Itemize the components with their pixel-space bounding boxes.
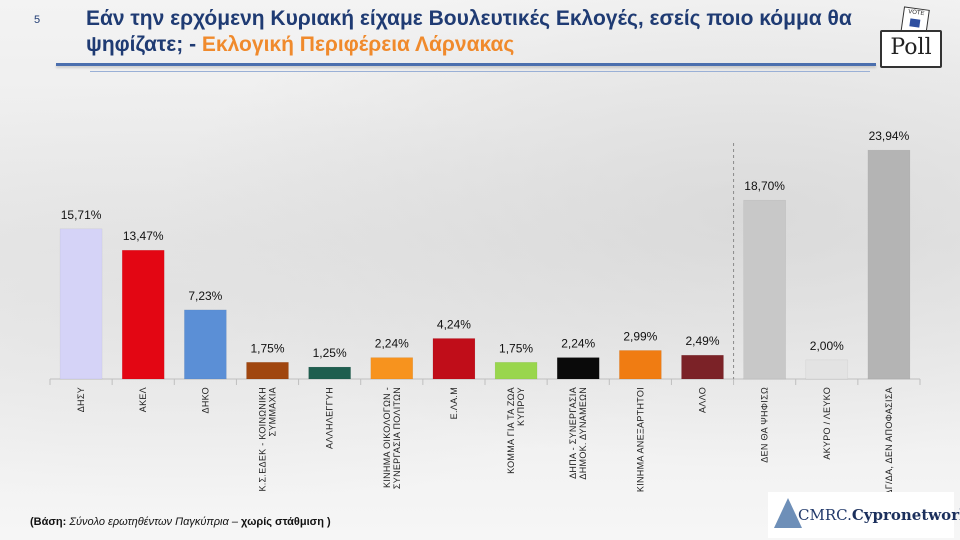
- title-underline: [56, 63, 876, 66]
- category-label: Ε.ΛΑ.Μ: [449, 387, 459, 419]
- title-underline-thin: [90, 71, 870, 72]
- footnote-base: Σύνολο ερωτηθέντων Παγκύπρια –: [69, 516, 238, 528]
- brand-logo: CMRC.Cypronetwork: [768, 492, 960, 538]
- data-label: 15,71%: [61, 208, 102, 222]
- data-label: 18,70%: [744, 179, 785, 193]
- category-label-group: ΑΚΥΡΟ / ΛΕΥΚΟ: [822, 387, 832, 460]
- brand-network: Cypronetwork: [851, 506, 960, 524]
- data-label: 4,24%: [437, 317, 471, 331]
- bar: [308, 366, 351, 380]
- title-subtitle: Εκλογική Περιφέρεια Λάρνακας: [201, 33, 515, 56]
- category-label-group: ΔΓ/ΔΑ, ΔΕΝ ΑΠΟΦΑΣΙΣΑ: [884, 387, 894, 496]
- category-label-group: Ε.ΛΑ.Μ: [449, 387, 459, 419]
- category-label: ΔΕΝ ΘΑ ΨΗΦΙΣΩ: [760, 387, 770, 463]
- category-label: ΔΗΠΑ - ΣΥΝΕΡΓΑΣΙΑΔΗΜΟΚ. ΔΥΝΑΜΕΩΝ: [568, 387, 588, 480]
- bar: [246, 362, 289, 380]
- category-label-group: ΚΟΜΜΑ ΓΙΑ ΤΑ ΖΩΑΚΥΠΡΟΥ: [506, 387, 526, 474]
- page-number: 5: [34, 14, 41, 26]
- bar: [432, 338, 476, 380]
- bar: [184, 309, 227, 380]
- data-label: 2,24%: [561, 337, 595, 351]
- category-label: ΑΛΛΗΛΕΓΓΥΗ: [325, 387, 335, 449]
- title-main: Εάν την ερχόμενη Κυριακή είχαμε Βουλευτι…: [86, 7, 852, 56]
- bar: [619, 350, 662, 380]
- category-label-group: Κ.Σ.ΕΔΕΚ - ΚΟΙΝΩΝΙΚΗΣΥΜΜΑΧΙΑ: [258, 387, 278, 492]
- category-label: ΚΙΝΗΜΑ ΑΝΕΞΑΡΤΗΤΟΙ: [635, 387, 645, 492]
- bar: [494, 362, 538, 380]
- bar: [681, 354, 724, 380]
- footnote: (Βάση: Σύνολο ερωτηθέντων Παγκύπρια – χω…: [30, 516, 331, 528]
- category-label: ΔΗΣΥ: [76, 387, 86, 412]
- bar: [121, 249, 165, 380]
- category-label: ΚΟΜΜΑ ΓΙΑ ΤΑ ΖΩΑΚΥΠΡΟΥ: [506, 387, 526, 474]
- bar: [556, 357, 600, 380]
- category-label: ΚΙΝΗΜΑ ΟΙΚΟΛΟΓΩΝ -ΣΥΝΕΡΓΑΣΙΑ ΠΟΛΙΤΩΝ: [382, 387, 402, 489]
- category-label-group: ΚΙΝΗΜΑ ΟΙΚΟΛΟΓΩΝ -ΣΥΝΕΡΓΑΣΙΑ ΠΟΛΙΤΩΝ: [382, 387, 402, 489]
- brand-text: CMRC.Cypronetwork: [798, 506, 960, 524]
- category-label-group: ΔΗΠΑ - ΣΥΝΕΡΓΑΣΙΑΔΗΜΟΚ. ΔΥΝΑΜΕΩΝ: [568, 387, 588, 480]
- cmrc-triangle-icon: [774, 498, 802, 528]
- data-label: 7,23%: [188, 289, 222, 303]
- data-label: 23,94%: [869, 129, 910, 143]
- poll-logo: VOTE Poll: [878, 6, 942, 68]
- data-label: 13,47%: [123, 229, 164, 243]
- data-label: 1,75%: [250, 341, 284, 355]
- bar: [867, 149, 911, 380]
- category-label: Κ.Σ.ΕΔΕΚ - ΚΟΙΝΩΝΙΚΗΣΥΜΜΑΧΙΑ: [258, 387, 278, 492]
- bar: [743, 199, 786, 380]
- footnote-prefix: (Βάση:: [30, 516, 67, 528]
- bar: [59, 228, 103, 380]
- category-label: ΔΗΚΟ: [200, 387, 210, 413]
- category-label-group: ΔΗΣΥ: [76, 387, 86, 412]
- category-label-group: ΑΛΛΗΛΕΓΓΥΗ: [325, 387, 335, 449]
- category-label-group: ΔΕΝ ΘΑ ΨΗΦΙΣΩ: [760, 387, 770, 463]
- data-label: 2,99%: [623, 329, 657, 343]
- category-label: ΑΚΕΛ: [138, 387, 148, 412]
- category-label: ΑΛΛΟ: [698, 387, 708, 413]
- data-label: 2,24%: [375, 337, 409, 351]
- category-label-group: ΑΛΛΟ: [698, 387, 708, 413]
- data-label: 1,25%: [313, 346, 347, 360]
- bar: [805, 359, 849, 380]
- page-title: Εάν την ερχόμενη Κυριακή είχαμε Βουλευτι…: [86, 6, 866, 58]
- data-label: 1,75%: [499, 341, 533, 355]
- data-label: 2,49%: [685, 334, 719, 348]
- category-label-group: ΑΚΕΛ: [138, 387, 148, 412]
- category-label: ΔΓ/ΔΑ, ΔΕΝ ΑΠΟΦΑΣΙΣΑ: [884, 387, 894, 496]
- category-label-group: ΔΗΚΟ: [200, 387, 210, 413]
- footnote-weighting: χωρίς στάθμιση ): [241, 516, 331, 528]
- bar: [370, 357, 414, 380]
- data-label: 2,00%: [810, 339, 844, 353]
- poll-label: Poll: [880, 30, 942, 68]
- category-label: ΑΚΥΡΟ / ΛΕΥΚΟ: [822, 387, 832, 460]
- brand-cmrc: CMRC.: [798, 506, 852, 524]
- category-label-group: ΚΙΝΗΜΑ ΑΝΕΞΑΡΤΗΤΟΙ: [635, 387, 645, 492]
